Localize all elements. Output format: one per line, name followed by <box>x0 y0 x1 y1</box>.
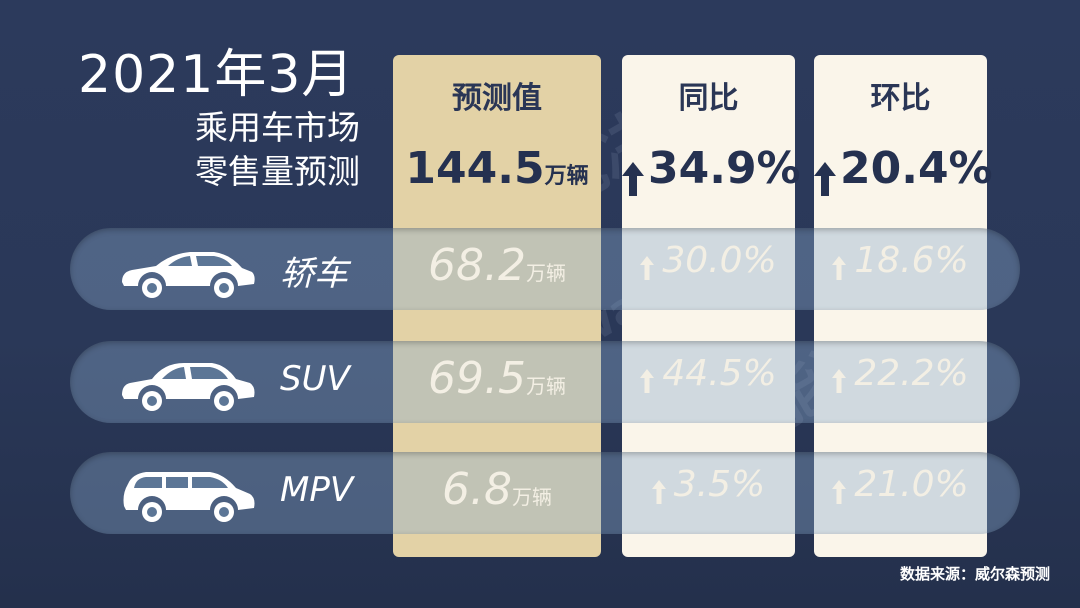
row-label-sedan: 轿车 <box>280 254 348 294</box>
title-line2: 乘用车市场 <box>195 108 360 147</box>
unit: 万辆 <box>525 261 566 285</box>
total-yoy-value: 34.9% <box>648 143 801 194</box>
data-source: 数据来源：威尔森预测 <box>899 565 1050 583</box>
total-prediction: 144.5万辆 <box>393 143 601 194</box>
row-label-mpv: MPV <box>280 470 354 510</box>
cell-sedan-prediction: 68.2万辆 <box>393 240 601 291</box>
total-yoy: 34.9% <box>622 143 801 196</box>
column-mom: 环比 20.4% <box>814 55 993 557</box>
total-prediction-value: 144.5 <box>405 143 545 194</box>
unit: 万辆 <box>511 485 552 509</box>
cell-mpv-prediction: 6.8万辆 <box>393 464 601 515</box>
value: 44.5% <box>662 353 777 394</box>
cell-suv-prediction: 69.5万辆 <box>393 353 601 404</box>
arrow-up-icon <box>814 161 836 196</box>
total-mom-value: 20.4% <box>840 143 993 194</box>
column-header-yoy: 同比 <box>678 81 739 116</box>
unit: 万辆 <box>525 374 566 398</box>
column-prediction: 预测值 144.5万辆 <box>393 55 601 557</box>
sedan-icon <box>122 252 255 298</box>
mpv-icon <box>123 472 255 522</box>
title-date: 2021年3月 <box>78 45 355 105</box>
column-yoy: 同比 34.9% <box>622 55 801 557</box>
total-mom: 20.4% <box>814 143 993 196</box>
arrow-up-icon <box>640 255 655 280</box>
arrow-up-icon <box>832 479 847 504</box>
cell-sedan-mom: 18.6% <box>814 240 987 281</box>
title-line3: 零售量预测 <box>195 152 360 191</box>
arrow-up-icon <box>651 479 666 504</box>
arrow-up-icon <box>622 161 644 196</box>
arrow-up-icon <box>832 255 847 280</box>
suv-icon <box>122 363 255 411</box>
value: 69.5 <box>428 353 526 404</box>
column-header-mom: 环比 <box>870 81 931 116</box>
cell-sedan-yoy: 30.0% <box>622 240 795 281</box>
row-suv: SUV 69.5万辆 44.5% 22.2% <box>70 341 1020 423</box>
value: 21.0% <box>854 464 969 505</box>
value: 30.0% <box>662 240 777 281</box>
value: 68.2 <box>428 240 526 291</box>
total-prediction-unit: 万辆 <box>544 164 589 189</box>
arrow-up-icon <box>832 368 847 393</box>
column-header-prediction: 预测值 <box>452 81 542 116</box>
cell-suv-yoy: 44.5% <box>622 353 795 394</box>
value: 22.2% <box>854 353 969 394</box>
arrow-up-icon <box>640 368 655 393</box>
value: 3.5% <box>673 464 766 505</box>
value: 6.8 <box>442 464 512 515</box>
row-label-suv: SUV <box>280 359 350 399</box>
cell-mpv-mom: 21.0% <box>814 464 987 505</box>
title-block: 2021年3月 乘用车市场 零售量预测 <box>60 44 360 194</box>
row-sedan: 轿车 68.2万辆 30.0% 18.6% <box>70 228 1020 310</box>
cell-suv-mom: 22.2% <box>814 353 987 394</box>
value: 18.6% <box>854 240 969 281</box>
cell-mpv-yoy: 3.5% <box>622 464 795 505</box>
row-mpv: MPV 6.8万辆 3.5% 21.0% <box>70 452 1020 534</box>
